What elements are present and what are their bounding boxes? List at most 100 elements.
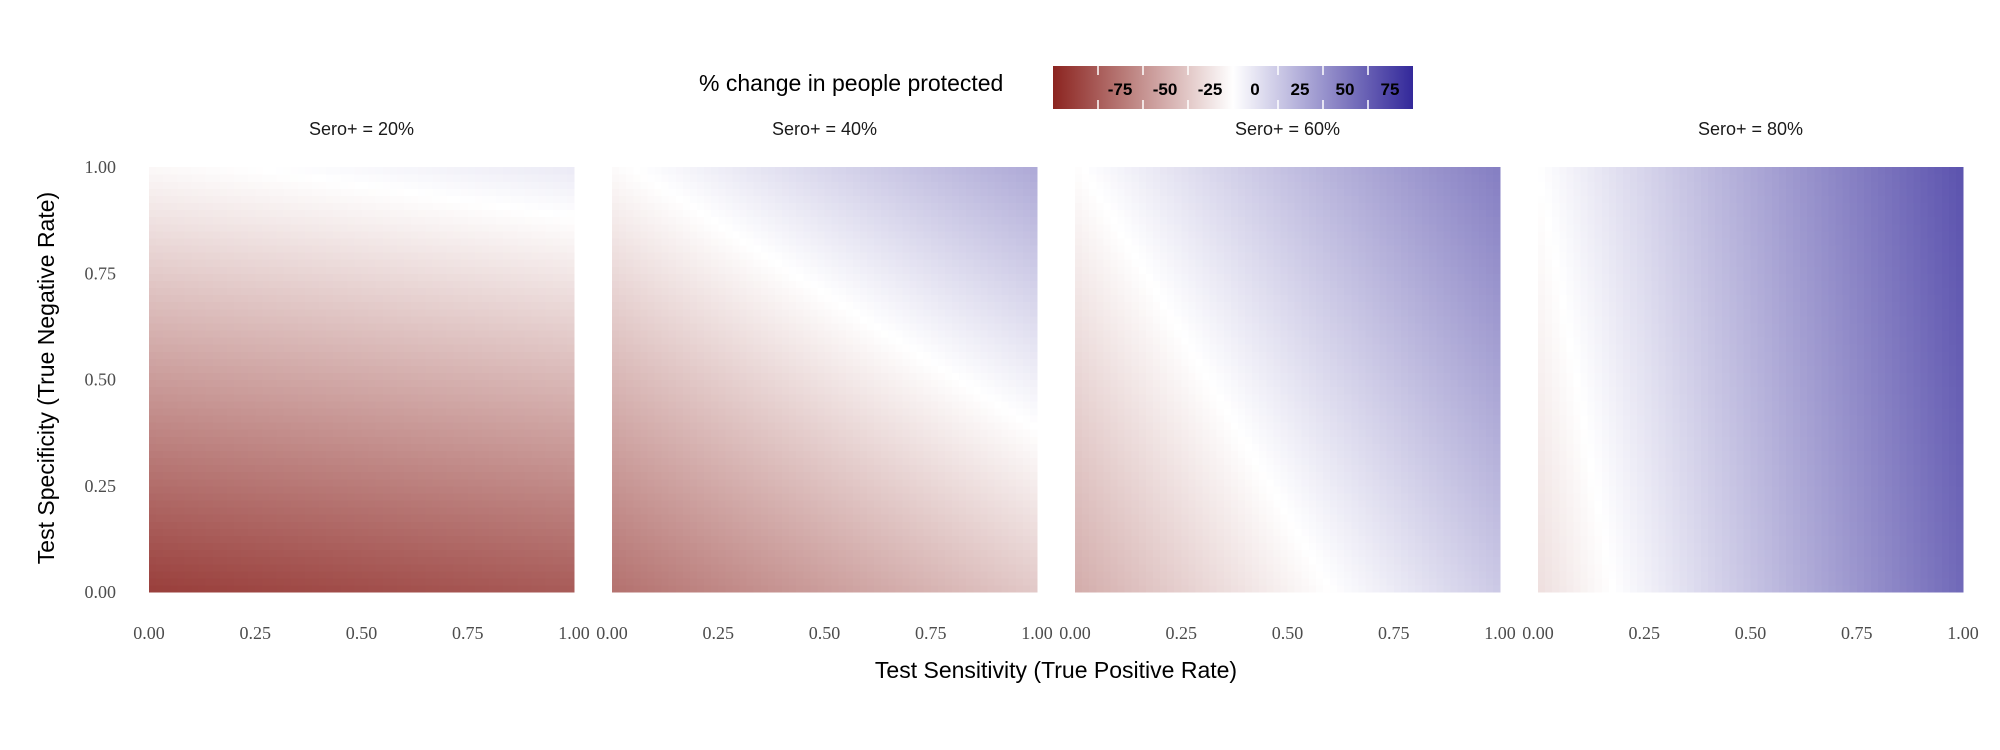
heatmap-cell [347, 380, 355, 388]
heatmap-cell [347, 535, 355, 543]
heatmap-cell [340, 542, 348, 550]
heatmap-cell [199, 479, 207, 487]
heatmap-cell [177, 372, 185, 380]
heatmap-cell [340, 224, 348, 232]
heatmap-cell [640, 266, 648, 274]
heatmap-cell [163, 224, 171, 232]
heatmap-cell [496, 457, 504, 465]
heatmap-cell [234, 571, 242, 579]
heatmap-cell [298, 514, 306, 522]
heatmap-cell [482, 273, 490, 281]
heatmap-cell [747, 188, 755, 196]
heatmap-cell [704, 202, 712, 210]
heatmap-cell [184, 210, 192, 218]
heatmap-cell [376, 479, 384, 487]
heatmap-cell [447, 351, 455, 359]
heatmap-cell [532, 408, 540, 416]
heatmap-cell [754, 217, 762, 225]
heatmap-cell [662, 344, 670, 352]
heatmap-cell [255, 450, 263, 458]
heatmap-cell [454, 550, 462, 558]
heatmap-cell [761, 358, 769, 366]
heatmap-cell [468, 344, 476, 352]
heatmap-cell [662, 493, 670, 501]
heatmap-cell [626, 167, 634, 175]
heatmap-cell [662, 287, 670, 295]
heatmap-cell [277, 181, 285, 189]
heatmap-cell [192, 507, 200, 515]
heatmap-cell [633, 493, 641, 501]
heatmap-cell [170, 528, 178, 536]
heatmap-cell [192, 372, 200, 380]
heatmap-cell [454, 217, 462, 225]
heatmap-cell [697, 457, 705, 465]
heatmap-cell [747, 245, 755, 253]
heatmap-cell [662, 337, 670, 345]
heatmap-cell [376, 528, 384, 536]
heatmap-cell [383, 238, 391, 246]
heatmap-cell [475, 542, 483, 550]
heatmap-cell [539, 429, 547, 437]
heatmap-cell [411, 486, 419, 494]
heatmap-cell [546, 571, 554, 579]
heatmap-cell [362, 358, 370, 366]
heatmap-cell [647, 550, 655, 558]
heatmap-cell [482, 514, 490, 522]
heatmap-cell [633, 337, 641, 345]
heatmap-cell [740, 542, 748, 550]
heatmap-cell [690, 287, 698, 295]
heatmap-cell [269, 493, 277, 501]
heatmap-cell [291, 465, 299, 473]
heatmap-cell [754, 224, 762, 232]
heatmap-cell [439, 202, 447, 210]
heatmap-cell [184, 252, 192, 260]
heatmap-cell [718, 450, 726, 458]
heatmap-cell [626, 415, 634, 423]
heatmap-cell [560, 245, 568, 253]
heatmap-cell [149, 323, 157, 331]
heatmap-cell [170, 224, 178, 232]
heatmap-cell [447, 415, 455, 423]
heatmap-cell [227, 493, 235, 501]
heatmap-cell [626, 245, 634, 253]
heatmap-cell [690, 266, 698, 274]
heatmap-cell [560, 450, 568, 458]
heatmap-cell [319, 210, 327, 218]
heatmap-cell [347, 337, 355, 345]
heatmap-cell [177, 210, 185, 218]
heatmap-cell [662, 401, 670, 409]
heatmap-cell [369, 252, 377, 260]
heatmap-cell [439, 372, 447, 380]
heatmap-cell [475, 507, 483, 515]
heatmap-cell [482, 564, 490, 572]
heatmap-cell [362, 557, 370, 565]
heatmap-cell [404, 316, 412, 324]
heatmap-cell [333, 472, 341, 480]
heatmap-cell [404, 195, 412, 203]
heatmap-cell [732, 259, 740, 267]
heatmap-cell [725, 514, 733, 522]
heatmap-cell [192, 323, 200, 331]
heatmap-cell [333, 351, 341, 359]
heatmap-cell [305, 571, 313, 579]
heatmap-cell [447, 323, 455, 331]
heatmap-cell [177, 542, 185, 550]
heatmap-cell [447, 245, 455, 253]
heatmap-cell [333, 457, 341, 465]
heatmap-cell [291, 571, 299, 579]
heatmap-cell [560, 351, 568, 359]
heatmap-cell [626, 344, 634, 352]
heatmap-cell [177, 302, 185, 310]
heatmap-cell [655, 259, 663, 267]
heatmap-cell [390, 195, 398, 203]
heatmap-cell [170, 316, 178, 324]
heatmap-cell [447, 174, 455, 182]
heatmap-cell [711, 557, 719, 565]
heatmap-cell [347, 273, 355, 281]
heatmap-cell [725, 273, 733, 281]
heatmap-cell [439, 259, 447, 267]
heatmap-cell [432, 578, 440, 586]
heatmap-cell [411, 436, 419, 444]
heatmap-cell [199, 224, 207, 232]
heatmap-cell [697, 195, 705, 203]
